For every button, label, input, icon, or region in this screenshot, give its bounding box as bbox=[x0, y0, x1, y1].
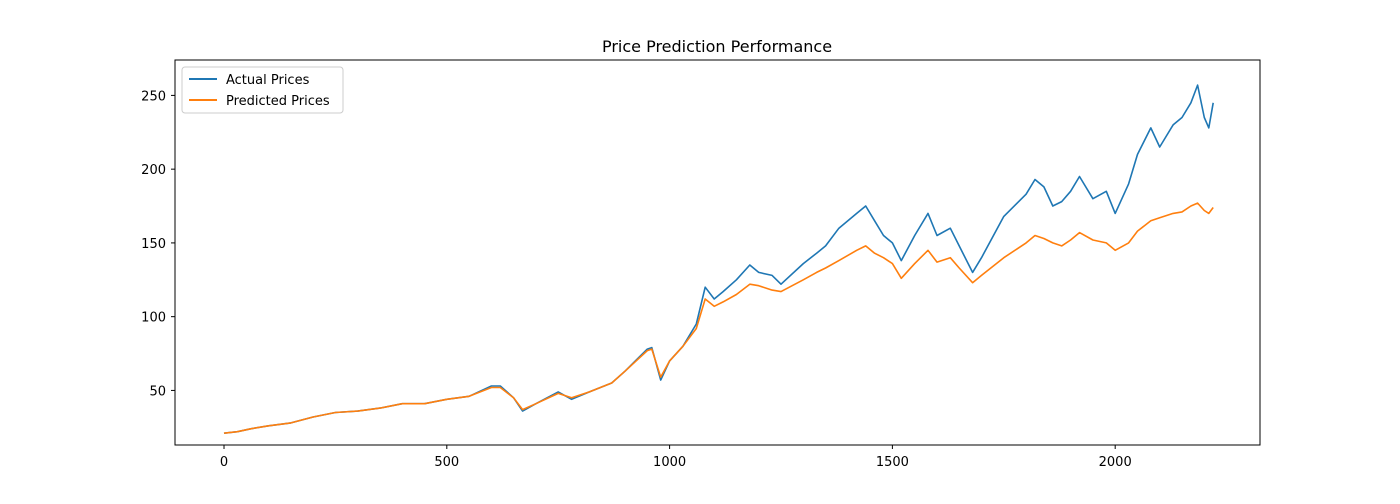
axes-frame bbox=[174, 59, 1261, 446]
y-tick-label: 50 bbox=[149, 384, 166, 399]
series-line-actual-prices bbox=[223, 84, 1214, 434]
x-tick-label: 2000 bbox=[1099, 455, 1132, 470]
y-tick-label: 200 bbox=[141, 163, 166, 178]
y-tick-label: 150 bbox=[141, 237, 166, 252]
legend-label-predicted-prices: Predicted Prices bbox=[226, 94, 330, 109]
chart-title: Price Prediction Performance bbox=[602, 37, 832, 56]
x-tick-label: 1000 bbox=[653, 455, 686, 470]
x-tick-label: 1500 bbox=[876, 455, 909, 470]
x-tick-label: 500 bbox=[434, 455, 459, 470]
y-tick-label: 100 bbox=[141, 311, 166, 326]
series-line-predicted-prices bbox=[223, 202, 1214, 434]
legend-label-actual-prices: Actual Prices bbox=[226, 73, 310, 88]
legend: Actual Prices Predicted Prices bbox=[181, 66, 344, 114]
legend-box bbox=[181, 66, 344, 114]
plot-area: 0 500 1000 1500 2000 50 100 150 200 250 bbox=[141, 59, 1261, 470]
y-tick-label: 250 bbox=[141, 89, 166, 104]
x-tick-label: 0 bbox=[220, 455, 228, 470]
